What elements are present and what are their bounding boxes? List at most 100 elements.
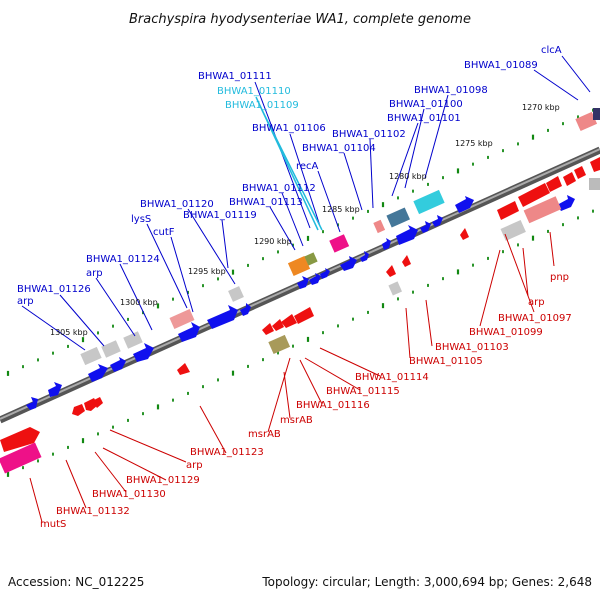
- forward-gene-arrow[interactable]: [557, 195, 575, 211]
- gene-box[interactable]: [228, 286, 244, 302]
- gene-label-reverse[interactable]: pnp: [550, 272, 569, 283]
- reverse-gene-arrow[interactable]: [272, 319, 284, 331]
- gene-box[interactable]: [287, 255, 311, 277]
- gene-box[interactable]: [329, 234, 350, 253]
- gene-label-rna[interactable]: BHWA1_01109: [225, 100, 299, 111]
- forward-gene-arrow[interactable]: [340, 256, 357, 271]
- forward-gene-arrow[interactable]: [240, 303, 251, 316]
- gene-label-forward[interactable]: BHWA1_01119: [183, 210, 257, 221]
- gene-label-reverse[interactable]: BHWA1_01103: [435, 342, 509, 353]
- gene-label-reverse[interactable]: BHWA1_01099: [469, 327, 543, 338]
- gene-label-reverse[interactable]: BHWA1_01116: [296, 400, 370, 411]
- reverse-gene-arrow[interactable]: [460, 228, 469, 240]
- reverse-gene-arrow[interactable]: [386, 265, 396, 277]
- gene-box[interactable]: [500, 220, 526, 241]
- gene-label-reverse[interactable]: BHWA1_01123: [190, 447, 264, 458]
- gene-label-reverse[interactable]: BHWA1_01115: [326, 386, 400, 397]
- reverse-gene-arrow[interactable]: [294, 307, 314, 324]
- forward-gene-arrow[interactable]: [309, 273, 321, 285]
- forward-gene-arrow[interactable]: [382, 238, 391, 250]
- forward-gene-arrow[interactable]: [360, 251, 369, 262]
- gene-label-forward[interactable]: BHWA1_01111: [198, 71, 272, 82]
- gene-box[interactable]: [123, 331, 143, 349]
- forward-gene-arrow[interactable]: [178, 322, 200, 342]
- gene-label-forward[interactable]: BHWA1_01089: [464, 60, 538, 71]
- forward-gene-arrow[interactable]: [26, 397, 38, 410]
- reverse-gene-arrow[interactable]: [574, 166, 586, 179]
- gene-box[interactable]: [169, 309, 195, 329]
- forward-gene-arrow[interactable]: [396, 225, 418, 245]
- forward-gene-arrow[interactable]: [110, 357, 126, 372]
- gene-label-forward[interactable]: BHWA1_01098: [414, 85, 488, 96]
- gene-label-reverse[interactable]: msrAB: [248, 429, 281, 440]
- reverse-gene-arrow[interactable]: [590, 157, 600, 172]
- gene-label-reverse[interactable]: BHWA1_01129: [126, 475, 200, 486]
- reverse-gene-arrow[interactable]: [92, 397, 103, 408]
- kbp-label: 1300 kbp: [120, 298, 158, 307]
- gene-label-forward[interactable]: clcA: [541, 45, 562, 56]
- gene-label-forward[interactable]: BHWA1_01100: [389, 99, 463, 110]
- gene-box[interactable]: [268, 334, 291, 355]
- gene-box[interactable]: [304, 252, 318, 266]
- gene-label-reverse[interactable]: BHWA1_01132: [56, 506, 130, 517]
- leader-lines-reverse: [29, 231, 555, 523]
- gene-label-forward[interactable]: arp: [86, 268, 103, 279]
- gene-label-reverse[interactable]: mutS: [40, 519, 66, 530]
- reverse-gene-arrow[interactable]: [563, 172, 576, 186]
- forward-gene-arrow[interactable]: [455, 196, 474, 213]
- leader-lines-rna: [255, 96, 323, 231]
- forward-gene-arrow[interactable]: [88, 364, 108, 382]
- gene-label-forward[interactable]: BHWA1_01101: [387, 113, 461, 124]
- forward-gene-arrow[interactable]: [297, 276, 309, 289]
- genome-summary-text: Topology: circular; Length: 3,000,694 bp…: [261, 575, 592, 589]
- gene-label-forward[interactable]: arp: [17, 296, 34, 307]
- reverse-gene-arrow[interactable]: [262, 323, 274, 335]
- reverse-gene-arrow[interactable]: [177, 363, 190, 375]
- gene-label-reverse[interactable]: arp: [528, 297, 545, 308]
- gene-label-forward[interactable]: BHWA1_01102: [332, 129, 406, 140]
- gene-label-forward[interactable]: BHWA1_01126: [17, 284, 91, 295]
- reverse-gene-arrow[interactable]: [281, 314, 297, 328]
- gene-box[interactable]: [575, 111, 598, 132]
- gene-label-reverse[interactable]: arp: [186, 460, 203, 471]
- gene-box[interactable]: [388, 281, 403, 296]
- gene-label-forward[interactable]: BHWA1_01104: [302, 143, 376, 154]
- gene-label-forward[interactable]: cutF: [153, 227, 175, 238]
- reverse-gene-arrow[interactable]: [72, 404, 85, 416]
- reverse-gene-arrow[interactable]: [518, 183, 550, 207]
- gene-box[interactable]: [413, 189, 445, 215]
- reverse-gene-arrow[interactable]: [546, 176, 562, 192]
- gene-label-reverse[interactable]: BHWA1_01097: [498, 313, 572, 324]
- forward-gene-arrow[interactable]: [48, 382, 62, 397]
- forward-gene-arrow[interactable]: [432, 215, 443, 227]
- gene-label-reverse[interactable]: msrAB: [280, 415, 313, 426]
- gene-label-forward[interactable]: BHWA1_01124: [86, 254, 160, 265]
- gene-label-forward[interactable]: BHWA1_01120: [140, 199, 214, 210]
- gene-box[interactable]: [386, 207, 410, 228]
- gene-label-forward[interactable]: BHWA1_01113: [229, 197, 303, 208]
- gene-label-reverse[interactable]: BHWA1_01114: [355, 372, 429, 383]
- reverse-gene-arrow[interactable]: [497, 201, 519, 220]
- gene-label-rna[interactable]: BHWA1_01110: [217, 86, 291, 97]
- reverse-gene-arrow[interactable]: [0, 427, 40, 452]
- gene-box[interactable]: [593, 108, 600, 120]
- gene-label-reverse[interactable]: BHWA1_01105: [409, 356, 483, 367]
- forward-gene-arrow[interactable]: [207, 305, 238, 329]
- leader-lines-forward: [21, 55, 591, 351]
- gene-box[interactable]: [523, 196, 562, 224]
- gene-box[interactable]: [373, 219, 386, 234]
- forward-gene-arrow[interactable]: [420, 221, 431, 233]
- gene-label-reverse[interactable]: BHWA1_01130: [92, 489, 166, 500]
- reverse-gene-arrow[interactable]: [402, 255, 411, 267]
- gene-box[interactable]: [0, 442, 42, 474]
- gene-label-forward[interactable]: BHWA1_01106: [252, 123, 326, 134]
- gene-box[interactable]: [589, 178, 600, 190]
- gene-label-forward[interactable]: BHWA1_01112: [242, 183, 316, 194]
- forward-gene-arrow[interactable]: [320, 268, 330, 279]
- gene-box[interactable]: [101, 340, 121, 358]
- forward-gene-arrow[interactable]: [133, 343, 154, 362]
- gene-label-forward[interactable]: recA: [296, 161, 319, 172]
- gene-box[interactable]: [80, 346, 102, 366]
- gene-label-forward[interactable]: lysS: [131, 214, 151, 225]
